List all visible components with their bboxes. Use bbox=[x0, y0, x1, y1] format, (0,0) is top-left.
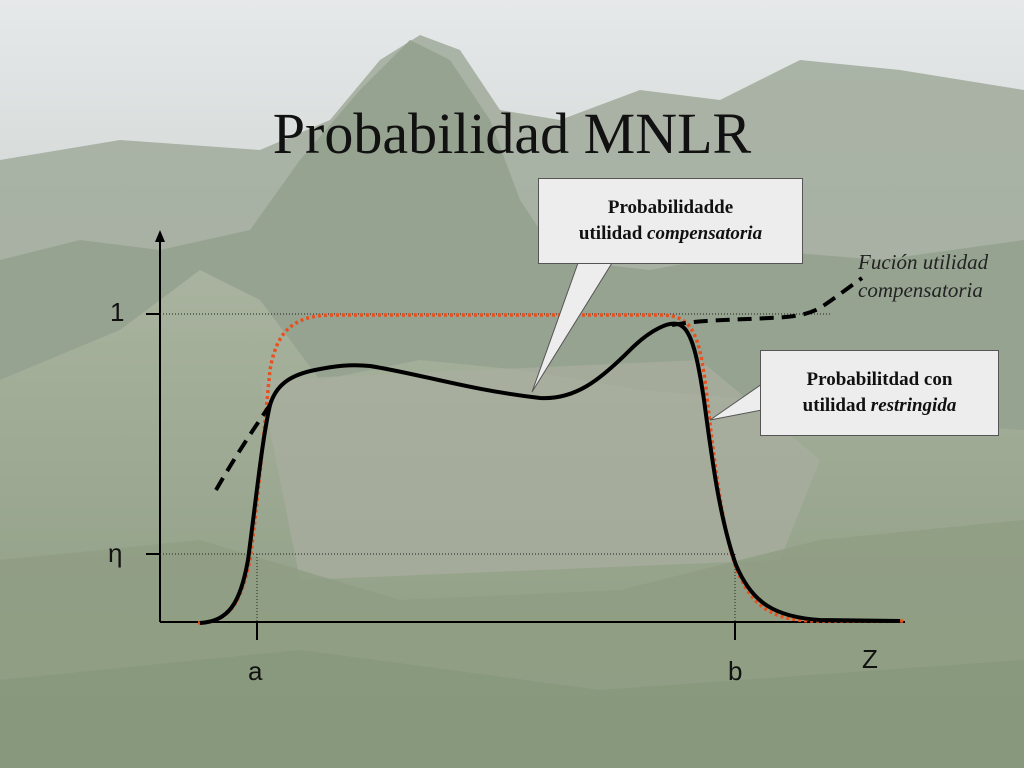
callout-restringida-prefix: utilidad bbox=[802, 395, 871, 416]
function-label-line1: Fución utilidad bbox=[858, 250, 989, 274]
callout-compensatoria: Probabilidadde utilidad compensatoria bbox=[538, 178, 803, 264]
function-label: Fución utilidad compensatoria bbox=[858, 248, 988, 304]
callout-compensatoria-line1: Probabilidadde bbox=[607, 197, 734, 218]
compensatory-utility-curve bbox=[199, 321, 901, 625]
x-tick-label-b: b bbox=[728, 656, 743, 686]
axes bbox=[146, 230, 905, 640]
callout-restringida-italic: restringida bbox=[870, 395, 957, 416]
x-axis-label-z: Z bbox=[862, 644, 878, 674]
callout-restringida-line1: Probabilitdad con bbox=[806, 369, 953, 390]
callout-compensatoria-italic: compensatoria bbox=[647, 223, 763, 244]
function-label-line2: compensatoria bbox=[858, 278, 983, 302]
callout-compensatoria-prefix: utilidad bbox=[578, 223, 648, 244]
y-tick-label-one: 1 bbox=[110, 297, 125, 327]
y-tick-label-eta: η bbox=[108, 538, 123, 568]
compensatory-function-right bbox=[671, 276, 864, 327]
page-title: Probabilidad MNLR bbox=[272, 101, 752, 166]
compensatory-function-left bbox=[214, 403, 272, 491]
callout-restringida: Probabilitdad con utilidad restringida bbox=[760, 350, 999, 436]
callout-compensatoria-line2: utilidad compensatoria bbox=[539, 221, 802, 247]
y-axis-arrow bbox=[155, 230, 165, 242]
callout-restringida-line2: utilidad restringida bbox=[761, 393, 998, 419]
reference-lines bbox=[160, 313, 830, 622]
x-tick-label-a: a bbox=[248, 656, 263, 686]
